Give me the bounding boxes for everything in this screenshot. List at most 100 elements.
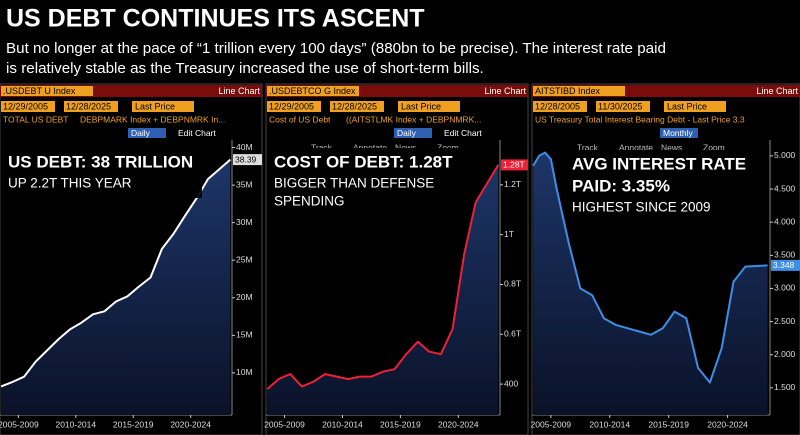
field: Last Price <box>401 101 441 111</box>
ticker-box[interactable] <box>1 86 93 96</box>
view-label: Line Chart <box>218 86 260 96</box>
annotation-headline: US DEBT: 38 TRILLION <box>8 152 193 171</box>
chart-panel: AITSTIBD Index Line Chart 12/28/2005 11/30/… <box>531 83 800 435</box>
date-box[interactable] <box>64 101 118 112</box>
last-price-label: 3.348 <box>773 260 795 270</box>
y-tick-label: 25M <box>236 254 253 264</box>
toolbar-button[interactable]: News <box>395 142 416 152</box>
ticker-box[interactable] <box>533 86 625 96</box>
series-line <box>0 158 231 388</box>
toolbar-button[interactable]: Track <box>577 142 599 152</box>
start-date: 12/29/2005 <box>3 101 48 111</box>
frequency-box[interactable] <box>660 128 698 138</box>
legend-formula: DEBPMARK Index + DEBPNMRK In... <box>80 114 225 124</box>
toolbar-button[interactable]: Track <box>311 142 333 152</box>
y-tick-label: 30M <box>236 217 253 227</box>
area-fill <box>267 164 499 415</box>
annotation-box <box>2 148 202 198</box>
x-tick-label: 2020-2024 <box>438 419 479 429</box>
ticker-box[interactable] <box>267 86 359 96</box>
y-tick-label: 5.000 <box>774 150 796 160</box>
chart-panel: .USDEBTCO G Index Line Chart 12/29/2005 12/… <box>264 83 529 435</box>
y-tick-label: 0.6T <box>504 329 521 339</box>
frequency: Monthly <box>663 128 694 138</box>
toolbar-button[interactable]: Zoom <box>437 142 459 152</box>
y-tick-label: 35M <box>236 179 253 189</box>
y-tick-label: 1T <box>504 229 514 239</box>
y-tick-label: 15M <box>236 330 253 340</box>
date-box[interactable] <box>533 101 587 112</box>
y-tick-label: 400 <box>504 378 518 388</box>
ticker: .USDEBT U Index <box>3 86 76 96</box>
y-tick-label: 2.500 <box>774 316 796 326</box>
y-tick-label: 20M <box>236 292 253 302</box>
x-tick-label: 2015-2019 <box>648 419 689 429</box>
annotation-box <box>566 150 766 222</box>
annotation-note: HIGHEST SINCE 2009 <box>572 200 711 215</box>
x-tick-label: 2005-2009 <box>0 419 39 429</box>
x-tick-label: 2020-2024 <box>170 419 211 429</box>
field: Last Price <box>667 101 707 111</box>
y-tick-label: 2.000 <box>774 349 796 359</box>
annotation-note: UP 2.2T THIS YEAR <box>8 176 132 191</box>
start-date: 12/29/2005 <box>269 101 314 111</box>
field-box[interactable] <box>664 101 726 112</box>
date-box[interactable] <box>330 101 384 112</box>
annotation-box <box>268 148 468 216</box>
x-tick-label: 2010-2014 <box>55 419 96 429</box>
x-tick-label: 2010-2014 <box>589 419 630 429</box>
x-tick-label: 2020-2024 <box>707 419 748 429</box>
end-date: 12/28/2025 <box>332 101 377 111</box>
end-date: 11/30/2025 <box>598 101 642 111</box>
x-tick-label: 2010-2014 <box>322 419 363 429</box>
annotation-headline: PAID: 3.35% <box>572 176 670 195</box>
frequency: Daily <box>131 128 151 138</box>
last-price-label: 38.39 <box>235 154 257 164</box>
edit-chart[interactable]: Edit Chart <box>178 128 216 138</box>
y-tick-label: 0.8T <box>504 279 521 289</box>
y-tick-label: 3.500 <box>774 250 796 260</box>
frequency: Daily <box>397 128 417 138</box>
series-line <box>532 151 768 384</box>
last-price-tag <box>233 154 262 166</box>
last-price-tag <box>771 259 800 271</box>
view-label: Line Chart <box>484 86 526 96</box>
field-box[interactable] <box>132 101 194 112</box>
frequency-box[interactable] <box>394 128 432 138</box>
start-date: 12/28/2005 <box>535 101 580 111</box>
annotation-headline: AVG INTEREST RATE <box>572 154 746 173</box>
area-fill <box>533 152 768 415</box>
subtitle: is relatively stable as the Treasury inc… <box>6 60 484 77</box>
series-line <box>266 164 500 390</box>
toolbar-button[interactable]: Annotate <box>619 142 653 152</box>
y-tick-label: 3.000 <box>774 283 796 293</box>
y-tick-label: 1.2T <box>504 179 521 189</box>
date-box[interactable] <box>267 101 321 112</box>
edit-chart[interactable]: Edit Chart <box>444 128 482 138</box>
ticker: AITSTIBD Index <box>535 86 601 96</box>
field: Last Price <box>135 101 175 111</box>
y-tick-label: 1.500 <box>774 382 796 392</box>
annotation-headline: COST OF DEBT: 1.28T <box>274 152 453 171</box>
last-price-tag <box>501 159 528 171</box>
y-tick-label: 4.000 <box>774 216 796 226</box>
date-box[interactable] <box>596 101 650 112</box>
date-box[interactable] <box>1 101 55 112</box>
title: US DEBT CONTINUES ITS ASCENT <box>6 5 425 33</box>
legend-name: Cost of US Debt <box>269 114 331 124</box>
y-tick-label: 40M <box>236 142 253 152</box>
ticker: .USDEBTCO G Index <box>269 86 356 96</box>
view-label: Line Chart <box>756 86 798 96</box>
field-box[interactable] <box>398 101 460 112</box>
legend-formula: ((AITSTLMK Index + DEBPNMRK... <box>346 114 481 124</box>
annotation-note: BIGGER THAN DEFENSE <box>274 176 434 191</box>
frequency-box[interactable] <box>128 128 166 138</box>
toolbar-button[interactable]: Zoom <box>703 142 725 152</box>
x-tick-label: 2015-2019 <box>380 419 421 429</box>
x-tick-label: 2005-2009 <box>264 419 305 429</box>
toolbar-button[interactable]: Annotate <box>353 142 387 152</box>
chart-panel: .USDEBT U Index Line Chart 12/29/2005 12/28… <box>0 83 263 435</box>
toolbar-button[interactable]: News <box>661 142 682 152</box>
